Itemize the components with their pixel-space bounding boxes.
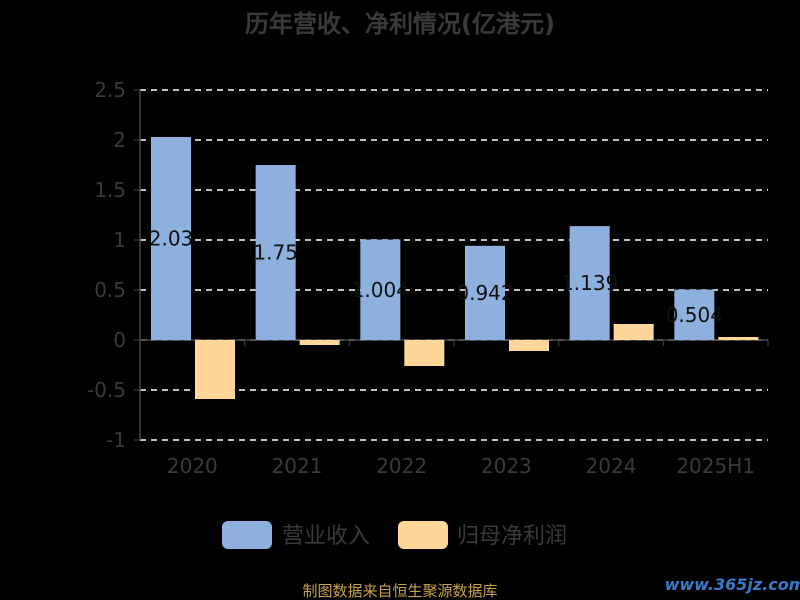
watermark: www.365jz.com bbox=[665, 575, 800, 594]
x-tick-label: 2024 bbox=[586, 454, 637, 478]
y-tick-label: -0.5 bbox=[87, 378, 126, 402]
data-label: 1.75 bbox=[253, 241, 298, 265]
y-tick-label: 2.5 bbox=[94, 78, 126, 102]
bar-net-profit bbox=[404, 340, 445, 366]
x-tick-label: 2022 bbox=[376, 454, 427, 478]
bar-net-profit bbox=[718, 337, 759, 340]
data-label: 0.504 bbox=[666, 303, 723, 327]
legend-swatch bbox=[398, 521, 448, 549]
bar-revenue bbox=[360, 239, 401, 340]
bar-net-profit bbox=[509, 340, 549, 351]
bar-net-profit bbox=[299, 340, 340, 345]
x-tick-label: 2021 bbox=[272, 454, 323, 478]
y-tick-label: 0.5 bbox=[94, 278, 126, 302]
data-label: 0.942 bbox=[456, 281, 513, 305]
legend-label: 营业收入 bbox=[282, 524, 370, 549]
source-note: 制图数据来自恒生聚源数据库 bbox=[302, 582, 497, 600]
legend-label: 归母净利润 bbox=[457, 524, 567, 549]
x-tick-label: 2023 bbox=[481, 454, 532, 478]
axes: 2.5 2 1.5 1 0.5 0 -0.5 -1 2020 2021 2022 2023 2024 20… bbox=[87, 78, 769, 478]
y-tick-label: -1 bbox=[106, 428, 126, 452]
data-label: 1.004 bbox=[352, 278, 409, 302]
bar-revenue bbox=[151, 137, 191, 340]
y-tick-label: 0 bbox=[113, 328, 126, 352]
data-label: 1.139 bbox=[561, 271, 618, 295]
bar-net-profit bbox=[195, 340, 235, 399]
y-tick-label: 2 bbox=[113, 128, 126, 152]
bar-revenue bbox=[255, 165, 296, 340]
bar-revenue bbox=[465, 245, 505, 340]
bars bbox=[151, 137, 759, 399]
chart-title: 历年营收、净利情况(亿港元) bbox=[245, 10, 555, 38]
y-tick-label: 1.5 bbox=[94, 178, 126, 202]
labels: 2.03 1.75 1.004 0.942 1.139 0.504 bbox=[149, 227, 723, 327]
legend-swatch bbox=[222, 521, 272, 549]
data-label: 2.03 bbox=[149, 227, 194, 251]
bar-net-profit bbox=[613, 324, 654, 340]
bar-revenue bbox=[674, 289, 715, 340]
bar-revenue bbox=[569, 226, 610, 340]
y-tick-label: 1 bbox=[113, 228, 126, 252]
legend: 营业收入 归母净利润 bbox=[222, 521, 567, 549]
x-tick-label: 2020 bbox=[167, 454, 218, 478]
x-tick-label: 2025H1 bbox=[676, 454, 755, 478]
